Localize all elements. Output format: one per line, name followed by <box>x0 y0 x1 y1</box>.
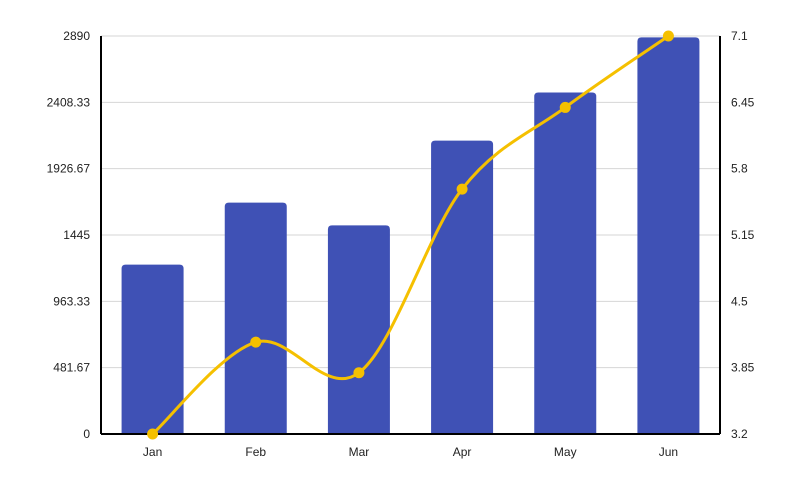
x-tick-label: May <box>554 445 577 459</box>
axes <box>100 36 721 435</box>
bar <box>327 225 390 434</box>
line-point <box>559 101 571 113</box>
gridlines <box>101 35 720 369</box>
line-series <box>147 30 674 440</box>
x-tick-label: Apr <box>453 445 472 459</box>
x-tick-label: Feb <box>245 445 266 459</box>
y-right-tick-label: 5.8 <box>731 162 748 176</box>
y-left-tick-label: 1445 <box>63 228 90 242</box>
bar <box>121 264 184 434</box>
y-right-tick-label: 4.5 <box>731 294 748 308</box>
bar <box>224 202 287 434</box>
y-right-tick-label: 5.15 <box>731 228 755 242</box>
line-point <box>662 30 674 42</box>
y-right-tick-label: 3.2 <box>731 427 748 441</box>
bar <box>637 37 700 434</box>
y-left-tick-label: 2890 <box>63 29 90 43</box>
y-left-tick-label: 0 <box>83 427 90 441</box>
bar <box>534 92 597 434</box>
line-point <box>353 367 365 379</box>
y-right-tick-label: 3.85 <box>731 361 755 375</box>
y-left-tick-label: 963.33 <box>53 294 90 308</box>
y-left-tick-label: 1926.67 <box>47 162 91 176</box>
series-line <box>151 34 670 436</box>
line-point <box>456 183 468 195</box>
line-point <box>147 428 159 440</box>
tick-labels: 0 3.2 481.67 3.85 963.33 4.5 1445 5.15 1926.67 5.… <box>47 29 755 459</box>
x-tick-label: Mar <box>349 445 370 459</box>
x-tick-label: Jan <box>143 445 162 459</box>
y-right-tick-label: 7.1 <box>731 29 748 43</box>
y-right-tick-label: 6.45 <box>731 95 755 109</box>
line-point <box>250 336 262 348</box>
x-tick-label: Jun <box>659 445 678 459</box>
y-left-tick-label: 481.67 <box>53 361 90 375</box>
bar-series <box>121 37 700 434</box>
y-left-tick-label: 2408.33 <box>47 95 91 109</box>
